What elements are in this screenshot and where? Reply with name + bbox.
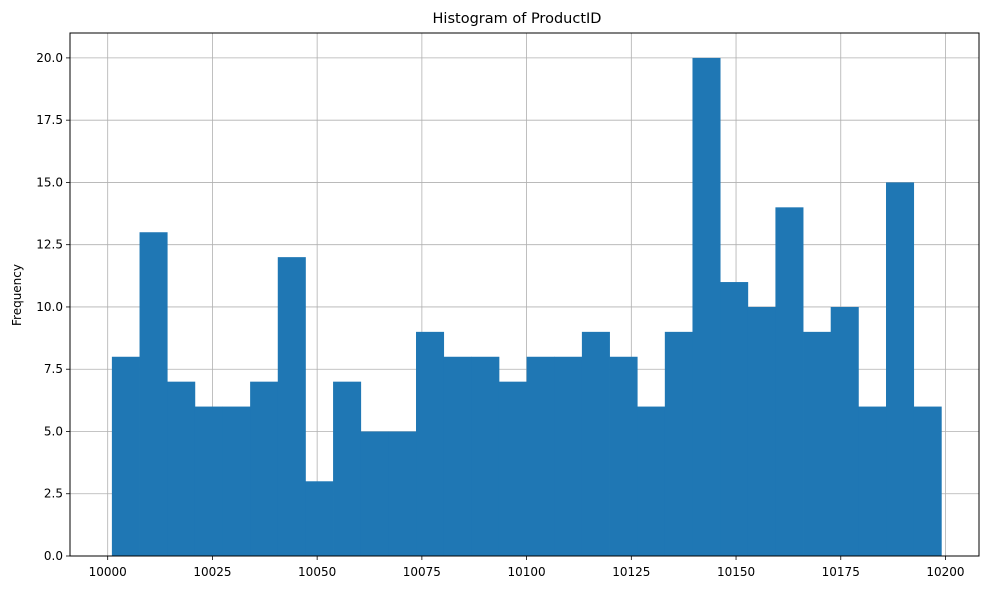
y-tick-label: 2.5 xyxy=(44,487,63,501)
y-tick-label: 17.5 xyxy=(36,113,63,127)
histogram-bar xyxy=(803,331,832,556)
histogram-bar xyxy=(609,356,638,556)
bars-layer xyxy=(111,57,942,557)
chart-title: Histogram of ProductID xyxy=(433,11,602,27)
histogram-bar xyxy=(554,356,583,556)
x-tick-label: 10150 xyxy=(717,565,755,579)
histogram-bar xyxy=(222,406,251,556)
histogram-bar xyxy=(111,356,140,556)
y-tick-label: 20.0 xyxy=(36,51,63,65)
histogram-bar xyxy=(416,331,445,556)
histogram-bar xyxy=(333,381,362,556)
histogram-bar xyxy=(913,406,942,556)
x-tick-label: 10050 xyxy=(298,565,336,579)
x-tick-label: 10100 xyxy=(508,565,546,579)
histogram-bar xyxy=(886,182,915,556)
histogram-bar xyxy=(277,257,306,556)
histogram-bar xyxy=(747,306,776,556)
y-tick-label: 15.0 xyxy=(36,175,63,189)
histogram-bar xyxy=(637,406,666,556)
histogram-bar xyxy=(194,406,223,556)
x-tick-label: 10200 xyxy=(926,565,964,579)
histogram-bar xyxy=(526,356,555,556)
y-tick-label: 10.0 xyxy=(36,300,63,314)
histogram-bar xyxy=(250,381,279,556)
ticks-layer: 10000 10025 10050 10075 10100 10125 10150 10175… xyxy=(36,51,964,579)
histogram-bar xyxy=(167,381,196,556)
x-tick-label: 10000 xyxy=(89,565,127,579)
histogram-bar xyxy=(443,356,472,556)
y-tick-label: 12.5 xyxy=(36,238,63,252)
histogram-bar xyxy=(498,381,527,556)
histogram-bar xyxy=(830,306,859,556)
y-tick-label: 7.5 xyxy=(44,362,63,376)
histogram-bar xyxy=(581,331,610,556)
histogram-bar xyxy=(692,57,721,557)
y-tick-label: 5.0 xyxy=(44,424,63,438)
x-tick-label: 10175 xyxy=(822,565,860,579)
histogram-bar xyxy=(664,331,693,556)
histogram-bar xyxy=(360,431,389,556)
y-axis-label: Frequency xyxy=(10,264,24,326)
x-tick-label: 10125 xyxy=(612,565,650,579)
x-tick-label: 10025 xyxy=(193,565,231,579)
histogram-bar xyxy=(388,431,417,556)
histogram-bar xyxy=(139,232,168,556)
plot-frame xyxy=(69,32,980,557)
histogram-bar xyxy=(858,406,887,556)
histogram-bar xyxy=(720,282,749,556)
histogram-bar xyxy=(775,207,804,557)
y-tick-label: 0.0 xyxy=(44,549,63,563)
x-tick-label: 10075 xyxy=(403,565,441,579)
histogram-bar xyxy=(471,356,500,556)
histogram-bar xyxy=(305,481,334,556)
